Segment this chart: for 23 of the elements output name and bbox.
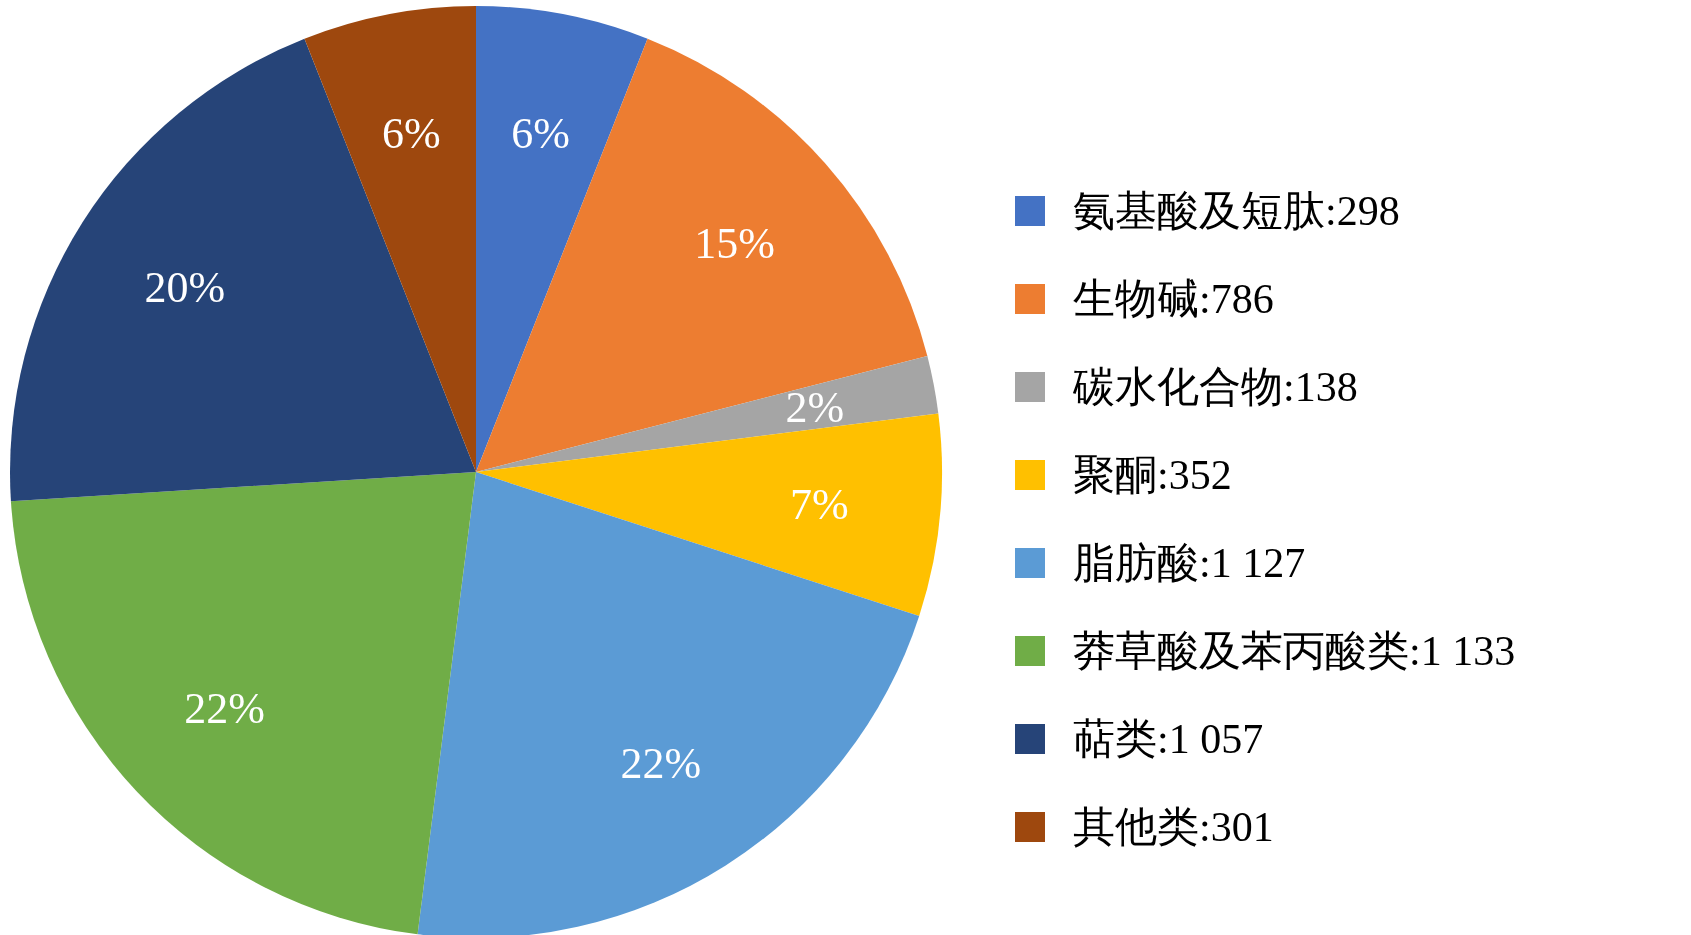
legend-label: 氨基酸及短肽:298 <box>1073 187 1400 236</box>
data-label: 2% <box>785 382 845 432</box>
legend-label: 脂肪酸:1 127 <box>1073 539 1306 588</box>
data-label: 6% <box>382 108 441 158</box>
legend-label: 聚酮:352 <box>1073 451 1232 500</box>
data-label: 20% <box>144 262 226 312</box>
legend-label: 萜类:1 057 <box>1073 715 1264 764</box>
pie-slice <box>10 472 476 935</box>
data-label: 15% <box>694 219 775 269</box>
legend-label: 莽草酸及苯丙酸类:1 133 <box>1073 627 1516 676</box>
pie-slice <box>10 38 476 502</box>
legend-label: 碳水化合物:138 <box>1073 363 1358 412</box>
data-label: 22% <box>620 738 702 788</box>
pie-slice <box>304 6 476 472</box>
data-label: 22% <box>184 683 265 733</box>
pie-slice <box>417 472 920 935</box>
pie-slice <box>476 38 928 472</box>
data-label: 6% <box>511 108 570 158</box>
pie-slice <box>476 6 648 472</box>
pie-slice <box>476 356 939 472</box>
legend-label: 生物碱:786 <box>1073 275 1274 324</box>
data-label: 7% <box>789 479 849 529</box>
legend-label: 其他类:301 <box>1073 803 1274 852</box>
